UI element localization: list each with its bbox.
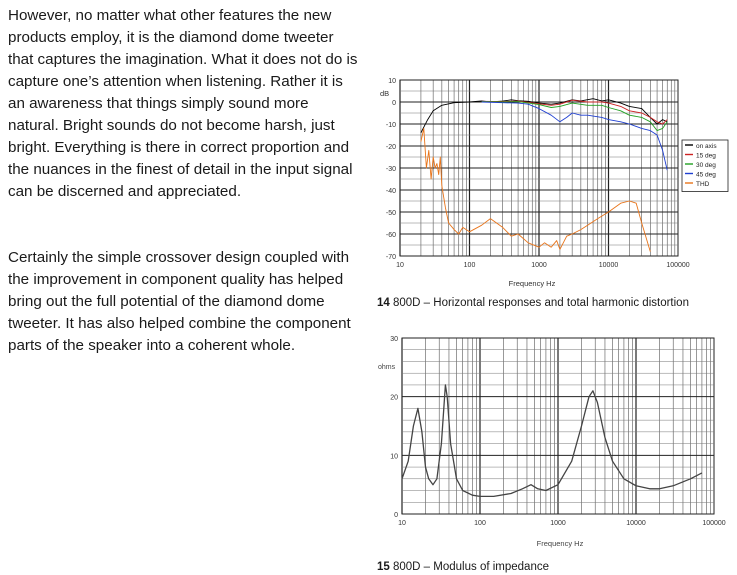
figure-15-caption: 15 800D – Modulus of impedance (377, 561, 549, 573)
legend-label: THD (696, 181, 710, 188)
chart-series-group (420, 98, 668, 252)
legend-label: on axis (696, 143, 717, 150)
figure-14-number: 14 (377, 297, 390, 309)
y-tick-label: -60 (386, 232, 396, 239)
y-tick-label: 10 (388, 78, 396, 85)
chart-legend: on axis 15 deg 30 deg 45 deg THD (681, 139, 729, 192)
y-axis-label: ohms (378, 364, 396, 371)
y-tick-label: -20 (386, 144, 396, 151)
y-tick-label: 10 (390, 453, 398, 460)
x-tick-label: 100000 (666, 262, 689, 269)
y-tick-label: -10 (386, 122, 396, 129)
y-tick-label: 20 (390, 395, 398, 402)
legend-label: 15 deg (696, 153, 716, 160)
frequency-response-chart: 10 100 1000 10000 100000100-10-20-30-40-50-6… (380, 78, 729, 288)
y-tick-label: 0 (394, 512, 398, 519)
legend-label: 30 deg (696, 162, 716, 169)
x-tick-label: 100000 (702, 520, 725, 527)
figure-14-caption-text: 800D – Horizontal responses and total ha… (393, 297, 689, 309)
x-tick-label: 100 (464, 262, 476, 269)
y-tick-label: 0 (392, 100, 396, 107)
x-tick-label: 1000 (531, 262, 547, 269)
body-paragraph-1: However, no matter what other features t… (8, 7, 358, 200)
x-tick-label: 10 (396, 262, 404, 269)
x-tick-label: 1000 (550, 520, 566, 527)
y-tick-label: -50 (386, 210, 396, 217)
chart-grid (399, 79, 679, 257)
legend-label: 45 deg (696, 172, 716, 179)
series-line-30-deg (481, 101, 668, 132)
chart-ticks: 10 100 1000 10000 100000100-10-20-30-40-50-6… (386, 78, 690, 269)
x-tick-label: 10 (398, 520, 406, 527)
figure-15-number: 15 (377, 561, 390, 573)
figure-14-caption: 14 800D – Horizontal responses and total… (377, 297, 689, 309)
series-line-THD (420, 127, 651, 252)
figure-15-caption-text: 800D – Modulus of impedance (393, 561, 549, 573)
chart-series-group (401, 384, 703, 498)
series-line-on-axis (420, 98, 668, 134)
series-line-1 (401, 384, 703, 498)
series-line-45-deg (481, 101, 668, 171)
series-line-15-deg (481, 99, 668, 125)
y-axis-label: dB (380, 89, 389, 98)
x-tick-label: 100 (474, 520, 486, 527)
y-tick-label: -40 (386, 188, 396, 195)
x-axis-label: Frequency Hz (509, 279, 556, 288)
x-tick-label: 10000 (599, 262, 619, 269)
y-tick-label: -30 (386, 166, 396, 173)
x-axis-label: Frequency Hz (537, 539, 584, 548)
y-tick-label: 30 (390, 336, 398, 343)
body-paragraph-2: Certainly the simple crossover design co… (8, 249, 351, 354)
y-tick-label: -70 (386, 254, 396, 261)
x-tick-label: 10000 (626, 520, 646, 527)
